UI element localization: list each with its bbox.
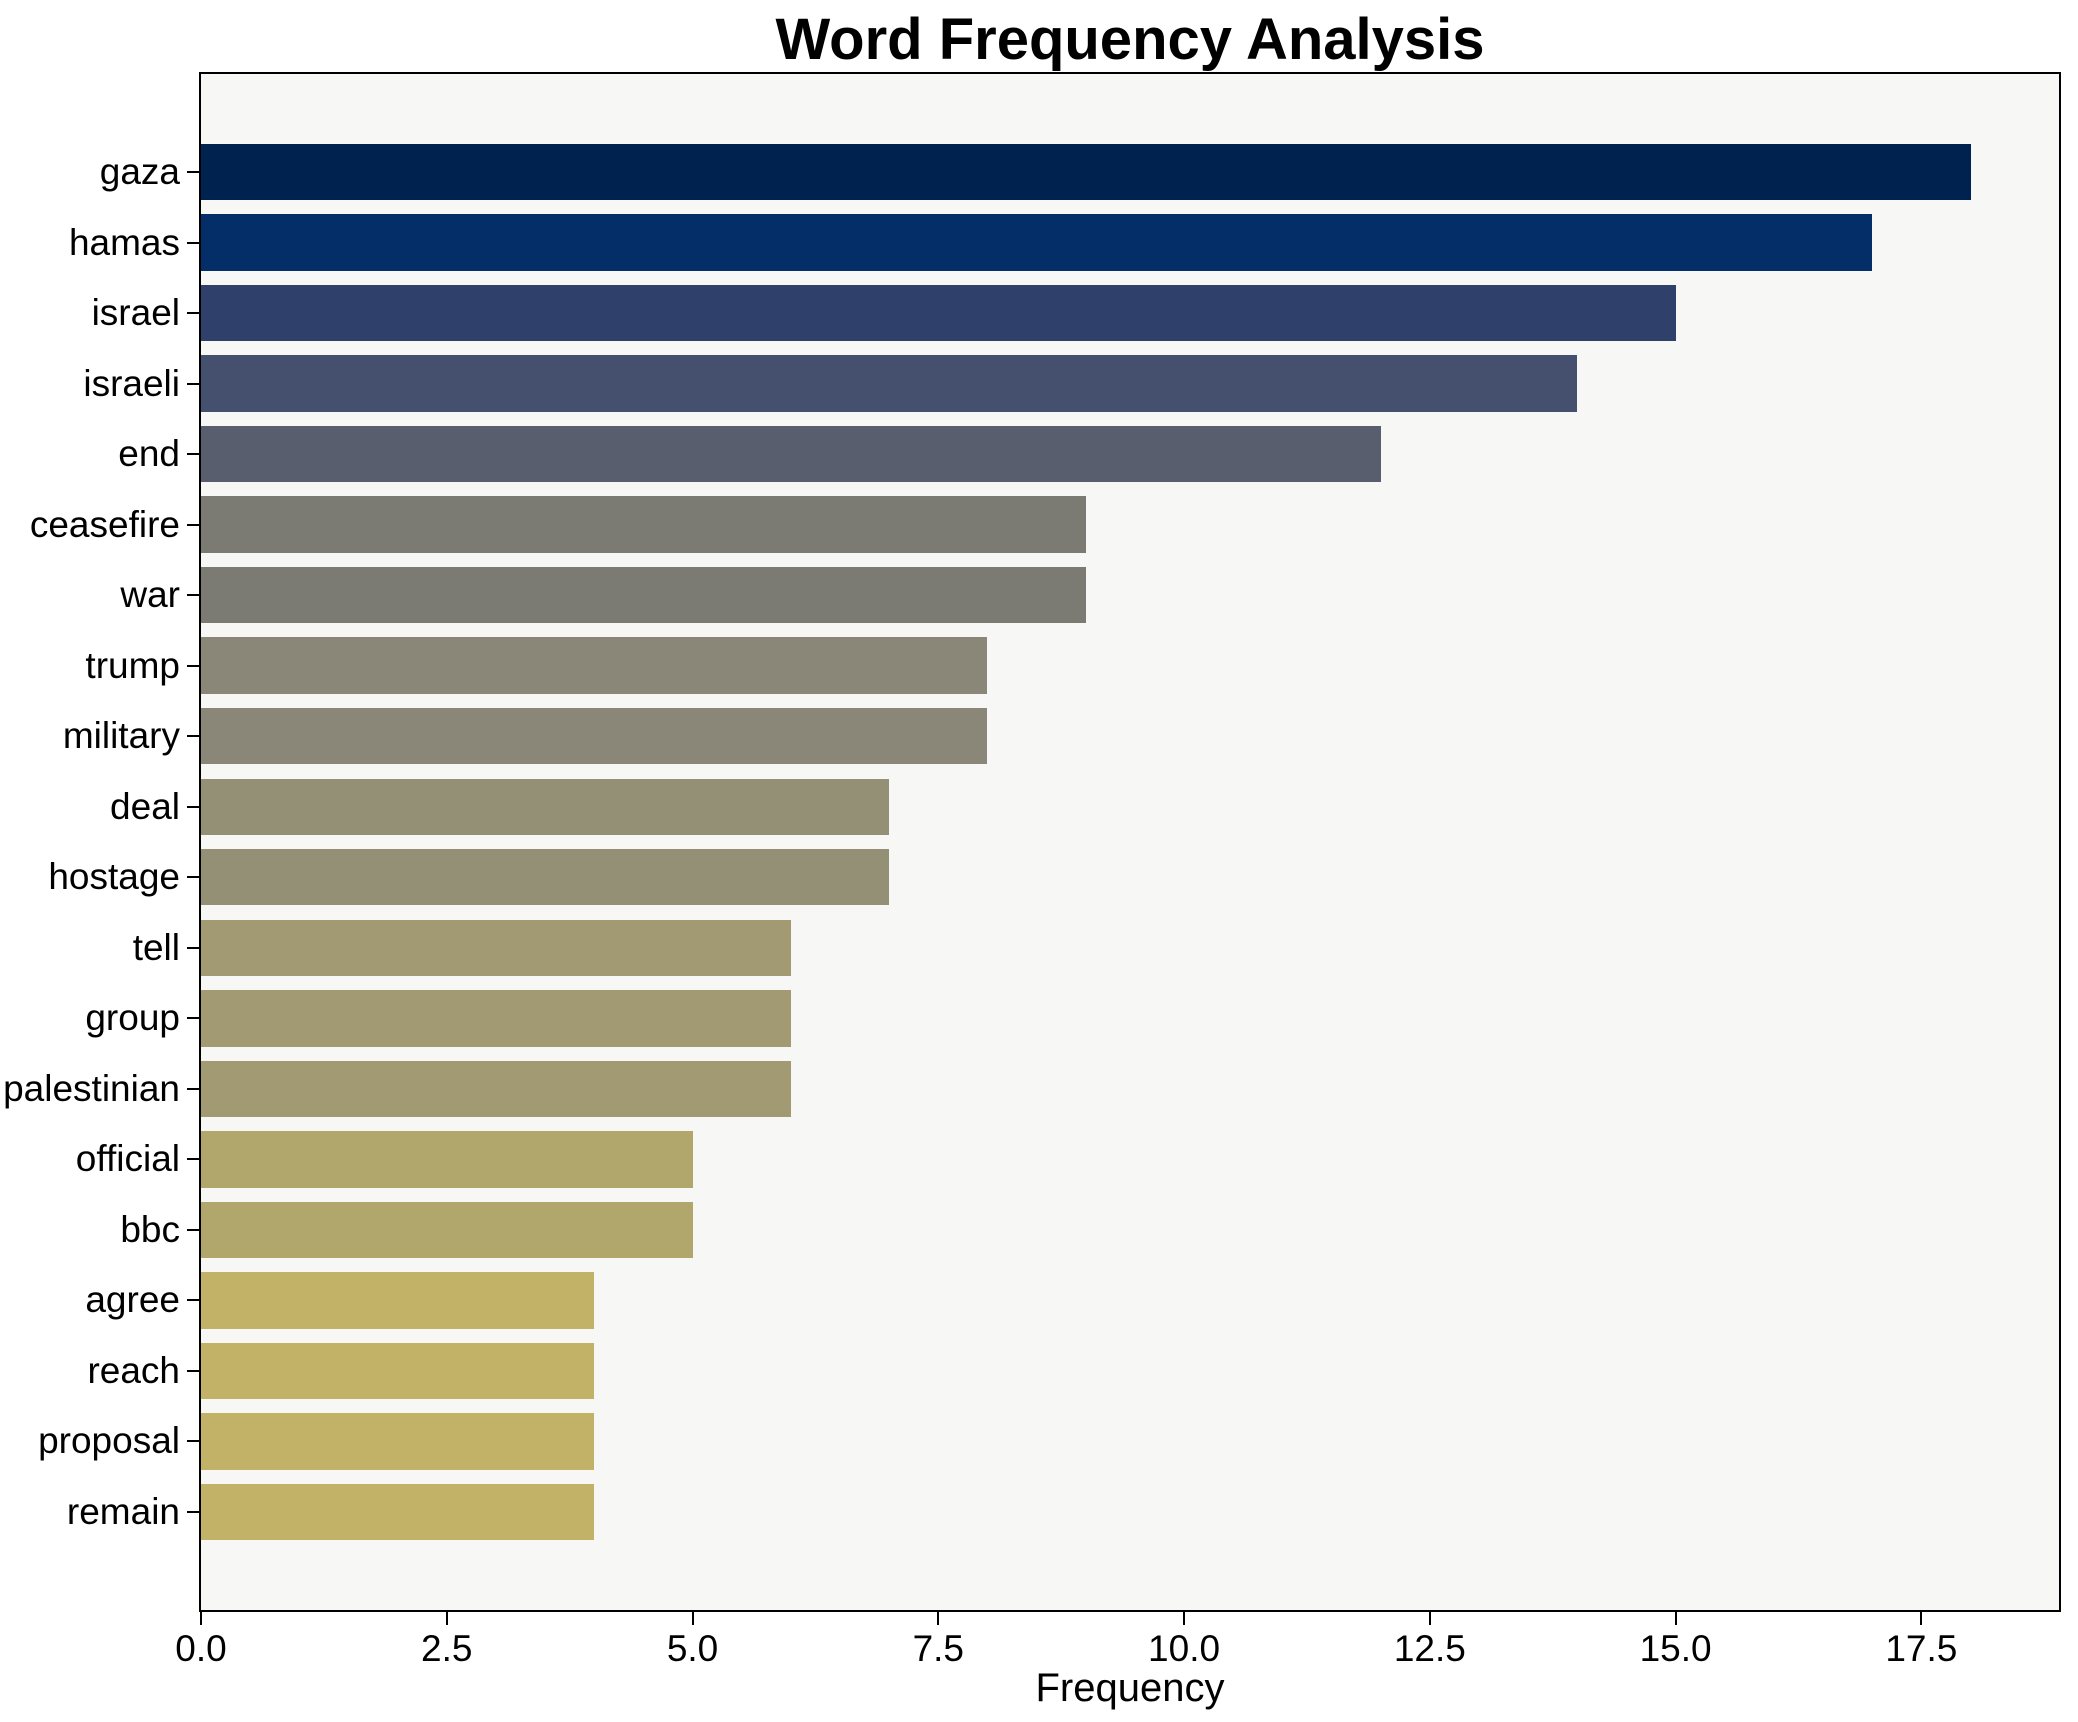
y-axis-tick — [187, 523, 199, 526]
y-tick-label: gaza — [99, 151, 180, 193]
y-axis-tick — [187, 1228, 199, 1231]
y-tick-label: reach — [87, 1349, 180, 1391]
y-axis-tick — [187, 1017, 199, 1020]
x-tick-label: 2.5 — [421, 1628, 473, 1669]
y-axis-tick — [187, 876, 199, 879]
y-axis-tick — [187, 946, 199, 949]
y-axis-tick — [187, 171, 199, 174]
y-tick-label: official — [75, 1138, 180, 1180]
x-tick-label: 5.0 — [666, 1628, 719, 1669]
y-axis-tick — [187, 1369, 199, 1372]
bar — [201, 1483, 595, 1541]
x-axis-tick — [200, 1612, 202, 1625]
bar — [201, 1060, 791, 1118]
y-axis-tick — [187, 241, 199, 244]
y-axis-tick — [187, 594, 199, 597]
bar — [201, 849, 890, 906]
bar — [201, 425, 1381, 483]
x-axis-tick — [1428, 1612, 1431, 1625]
y-tick-label: israel — [91, 292, 180, 334]
y-axis-tick — [187, 1158, 199, 1161]
y-tick-label: remain — [66, 1490, 180, 1532]
x-tick-label: 0.0 — [175, 1628, 227, 1669]
y-axis-tick — [187, 1440, 199, 1443]
y-axis-tick — [187, 664, 199, 667]
bar — [201, 919, 791, 976]
y-tick-label: war — [120, 574, 180, 616]
x-tick-label: 12.5 — [1393, 1628, 1466, 1669]
y-tick-label: agree — [85, 1279, 180, 1321]
y-axis-tick — [187, 453, 199, 456]
x-axis-tick — [445, 1612, 448, 1625]
y-tick-label: deal — [110, 785, 180, 827]
y-tick-label: proposal — [38, 1420, 180, 1462]
x-axis-tick — [937, 1612, 940, 1625]
bar — [201, 1342, 595, 1400]
y-axis-tick — [187, 1087, 199, 1090]
bar — [201, 143, 1971, 201]
x-tick-label: 15.0 — [1639, 1628, 1712, 1669]
bar — [201, 637, 988, 694]
bar — [201, 284, 1676, 342]
bar — [201, 1413, 595, 1470]
y-axis-tick — [187, 382, 199, 385]
y-axis-tick — [187, 805, 199, 808]
x-tick-label: 7.5 — [912, 1628, 965, 1669]
bar — [201, 708, 988, 765]
bar — [201, 1201, 693, 1259]
bar — [201, 1131, 693, 1188]
x-tick-label: 10.0 — [1148, 1628, 1221, 1669]
y-tick-label: group — [85, 997, 180, 1039]
bar — [201, 990, 791, 1047]
y-axis-tick — [187, 1299, 199, 1302]
y-tick-label: bbc — [120, 1208, 180, 1250]
y-tick-label: military — [62, 715, 180, 757]
y-tick-label: palestinian — [3, 1067, 180, 1109]
x-axis-label: Frequency — [1035, 1666, 1225, 1710]
bar — [201, 214, 1873, 271]
bar — [201, 566, 1086, 624]
bar — [201, 1272, 595, 1329]
y-axis-tick — [187, 735, 199, 738]
x-axis-tick — [691, 1612, 694, 1625]
y-tick-label: tell — [132, 926, 180, 968]
y-tick-label: ceasefire — [29, 503, 180, 545]
plot-area — [199, 72, 2061, 1612]
y-axis-tick — [187, 1510, 199, 1513]
chart-title: Word Frequency Analysis — [775, 7, 1485, 72]
y-tick-label: hamas — [68, 221, 180, 263]
y-axis-tick — [187, 312, 199, 315]
y-tick-label: hostage — [48, 856, 180, 898]
y-tick-label: trump — [85, 644, 180, 686]
bar — [201, 778, 890, 835]
x-tick-label: 17.5 — [1885, 1628, 1958, 1669]
y-tick-label: israeli — [83, 362, 180, 404]
bar — [201, 496, 1086, 553]
x-axis-tick — [1674, 1612, 1677, 1625]
x-axis-tick — [1920, 1612, 1923, 1625]
y-tick-label: end — [118, 433, 180, 475]
bar — [201, 355, 1578, 412]
x-axis-tick — [1183, 1612, 1186, 1625]
